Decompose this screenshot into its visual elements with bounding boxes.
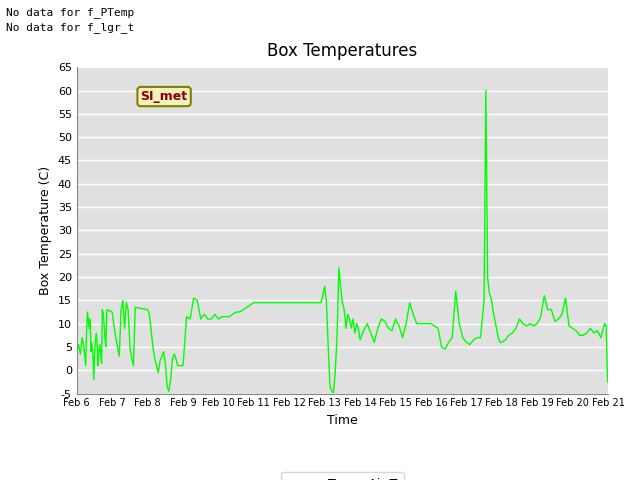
Text: No data for f_lgr_t: No data for f_lgr_t — [6, 22, 134, 33]
X-axis label: Time: Time — [327, 414, 358, 427]
Text: No data for f_PTemp: No data for f_PTemp — [6, 7, 134, 18]
Y-axis label: Box Temperature (C): Box Temperature (C) — [39, 166, 52, 295]
Text: SI_met: SI_met — [141, 90, 188, 103]
Legend: Tower Air T: Tower Air T — [281, 472, 404, 480]
Title: Box Temperatures: Box Temperatures — [268, 42, 417, 60]
